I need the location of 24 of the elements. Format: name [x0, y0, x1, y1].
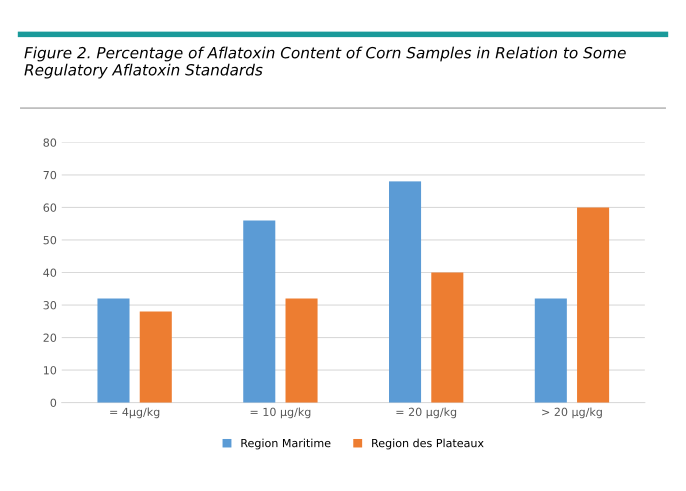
y-tick-label: 40 — [43, 268, 56, 277]
x-tick-label: = 20 µg/kg — [396, 407, 456, 418]
bar — [140, 312, 172, 403]
bar — [389, 181, 422, 403]
bar — [431, 272, 464, 403]
y-tick-label: 50 — [44, 236, 56, 244]
y-tick-label: 30 — [44, 301, 56, 310]
bar — [577, 207, 610, 403]
chart-title: Figure 2. Percentage of Aflatoxin Content of Corn Samples in Relation to Some Regulatory Aflatoxin Standards — [24, 46, 626, 79]
y-tick-label: 10 — [44, 366, 56, 374]
bar — [286, 298, 318, 403]
legend-label: Region Maritime — [241, 438, 330, 450]
x-tick-label: > 20 µg/kg — [542, 407, 602, 418]
x-tick-label: = 4µg/kg — [110, 407, 160, 418]
y-tick-label: 20 — [44, 334, 56, 342]
y-tick-label: 0 — [50, 398, 56, 407]
x-tick-label: = 10 µg/kg — [250, 407, 310, 418]
bar — [97, 298, 130, 403]
y-tick-label: 60 — [44, 203, 56, 212]
legend-label: Region des Plateaux — [372, 438, 484, 450]
y-tick-label: 70 — [44, 170, 56, 180]
bar — [243, 220, 276, 403]
bar — [534, 298, 567, 403]
y-tick-label: 80 — [43, 138, 56, 147]
